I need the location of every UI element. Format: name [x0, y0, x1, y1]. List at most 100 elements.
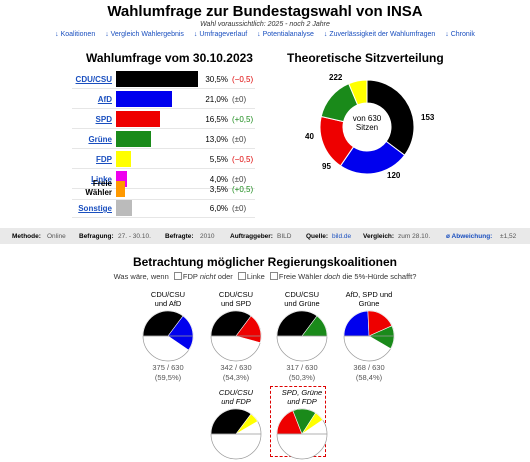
coalition-pie-slice [167, 315, 194, 351]
meta-vergleich-value: zum 28.10. [398, 233, 431, 240]
meta-befragung-value: 27. - 30.10. [118, 233, 151, 240]
seat-distribution-title: Theoretische Sitzverteilung [287, 51, 444, 65]
survey-change: (−0,5) [232, 155, 254, 164]
survey-change: (±0) [232, 95, 247, 104]
seat-count-label: 120 [387, 171, 401, 180]
survey-percent: 4,0% [209, 175, 228, 184]
nav-link-potentialanalyse[interactable]: ↓ Potentialanalyse [257, 31, 314, 38]
coalition-pie-slice [301, 315, 328, 337]
coalition-seats: 342 / 630 (54,3%) [220, 363, 252, 382]
meta-vergleich-label: Vergleich: [363, 233, 395, 240]
nav-link-zuverlaessigkeit[interactable]: ↓ Zuverlässigkeit der Wahlumfragen [323, 31, 436, 38]
meta-methode-label: Methode: [12, 233, 41, 240]
survey-change: (−0,5) [232, 75, 254, 84]
coalitions-title: Betrachtung möglicher Regierungskoalitio… [132, 255, 398, 269]
survey-title: Wahlumfrage vom 30.10.2023 [86, 51, 253, 65]
coalition-label: CDU/CSU und SPD [218, 290, 254, 308]
party-name[interactable]: FDP [96, 155, 112, 164]
survey-row: SPD 16,5% (+0,5) [72, 109, 255, 129]
seat-distribution-donut [319, 79, 415, 175]
survey-row: Sonstige 6,0% (±0) [72, 198, 255, 218]
survey-change: (+0,5) [232, 115, 254, 124]
survey-bar [116, 200, 133, 216]
survey-row: Linke 4,0% (±0) [72, 169, 255, 189]
survey-row: CDU/CSU 30,5% (−0,5) [72, 69, 255, 89]
survey-percent: 13,0% [205, 135, 228, 144]
party-name[interactable]: AfD [97, 95, 112, 104]
coalition-seats: 368 / 630 (58,4%) [353, 363, 385, 382]
meta-abweichung-value: ±1,52 [500, 233, 517, 240]
survey-change: (±0) [232, 135, 247, 144]
survey-change: (±0) [232, 175, 247, 184]
coalition-pie-slice [210, 310, 252, 337]
nav-link-chronik[interactable]: ↓ Chronik [445, 31, 475, 38]
party-name[interactable]: Grüne [88, 135, 112, 144]
survey-percent: 3,5% [209, 185, 228, 194]
survey-bar [116, 91, 173, 107]
seat-count-label: 153 [421, 113, 435, 122]
meta-auftrag-label: Auftraggeber: [230, 233, 273, 240]
coalition-pie [343, 310, 395, 362]
coalition-label: CDU/CSU und FDP [218, 388, 254, 406]
survey-percent: 30,5% [205, 75, 228, 84]
survey-percent: 16,5% [205, 115, 228, 124]
coalition-pie-slice [142, 310, 184, 337]
checkbox-fdp[interactable] [173, 272, 182, 280]
coalition-pie [210, 310, 262, 362]
survey-change: (±0) [232, 204, 247, 213]
meta-auftrag-value: BILD [277, 233, 292, 240]
meta-abweichung-label[interactable]: ø Abweichung: [446, 233, 493, 240]
coalition-pie-slice [368, 325, 395, 350]
survey-percent: 21,0% [205, 95, 228, 104]
donut-center-label: von 630 Sitzen [352, 114, 382, 132]
party-name[interactable]: Sonstige [78, 204, 112, 213]
survey-percent: 5,5% [209, 155, 228, 164]
coalition-pie-slice [210, 408, 252, 435]
meta-befragung-label: Befragung: [79, 233, 114, 240]
nav-link-vergleich[interactable]: ↓ Vergleich Wahlergebnis [105, 31, 184, 38]
coalition-seats: 317 / 630 (50,3%) [286, 363, 318, 382]
meta-methode-value: Online [47, 233, 66, 240]
coalition-pie-slice [343, 310, 370, 337]
coalition-pie [276, 408, 328, 460]
party-name[interactable]: SPD [95, 115, 112, 124]
donut-slice [348, 79, 368, 106]
survey-row: Freie Wähler 3,5% (+0,5) [72, 178, 255, 200]
party-name[interactable]: CDU/CSU [75, 75, 112, 84]
coalition-pie [276, 310, 328, 362]
survey-bar [116, 71, 198, 87]
coalition-pie-slice [276, 310, 318, 337]
coalition-pie-slice [301, 412, 324, 435]
coalition-label: AfD, SPD und Grüne [345, 290, 393, 308]
survey-percent: 6,0% [209, 204, 228, 213]
survey-meta-bar: Methode: Online Befragung: 27. - 30.10. … [0, 228, 530, 244]
coalition-label: CDU/CSU und Grüne [284, 290, 320, 308]
party-name[interactable]: Linke [91, 175, 112, 184]
survey-bar [116, 171, 127, 187]
page-title: Wahlumfrage zur Bundestagswahl von INSA [107, 3, 423, 20]
meta-befragte-label: Befragte: [165, 233, 194, 240]
nav-link-koalitionen[interactable]: ↓ Koalitionen [55, 31, 96, 38]
coalition-question: Was wäre, wenn FDP nicht oder Linke Frei… [113, 272, 417, 281]
survey-row: Grüne 13,0% (±0) [72, 129, 255, 149]
survey-bar [116, 151, 131, 167]
survey-change: (+0,5) [232, 185, 254, 194]
checkbox-freie-waehler[interactable] [269, 272, 278, 280]
survey-row: FDP 5,5% (−0,5) [72, 149, 255, 169]
coalition-label: CDU/CSU und AfD [150, 290, 186, 308]
coalition-pie [142, 310, 194, 362]
coalition-pie [210, 408, 262, 460]
checkbox-linke[interactable] [237, 272, 246, 280]
donut-slice [366, 79, 415, 156]
party-name: Freie Wähler [85, 179, 112, 197]
survey-row: AfD 21,0% (±0) [72, 89, 255, 109]
coalition-label: SPD, Grüne und FDP [281, 388, 323, 406]
meta-befragte-value: 2010 [200, 233, 215, 240]
survey-bar [116, 181, 126, 197]
coalition-seats: 375 / 630 (59,5%) [152, 363, 184, 382]
meta-quelle-link[interactable]: bild.de [332, 233, 352, 240]
survey-bar [116, 131, 151, 147]
section-nav: ↓ Koalitionen ↓ Vergleich Wahlergebnis ↓… [0, 31, 530, 38]
page-subtitle: Wahl voraussichtlich: 2025 - noch 2 Jahr… [200, 21, 330, 28]
nav-link-umfrageverlauf[interactable]: ↓ Umfrageverlauf [193, 31, 248, 38]
